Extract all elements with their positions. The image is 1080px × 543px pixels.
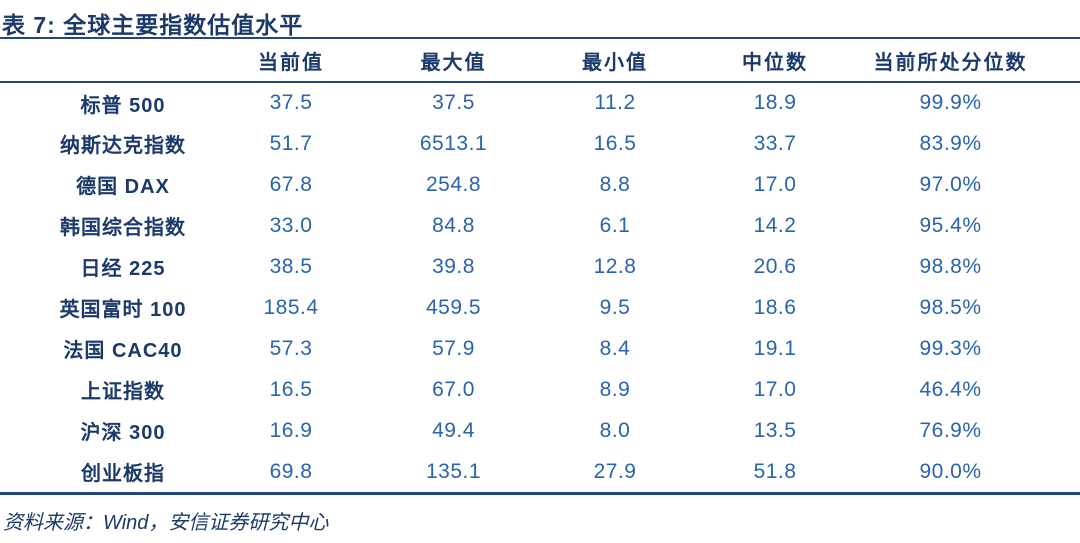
percentile-cell: 95.4% <box>919 213 982 237</box>
table-row: 沪深 300 16.9 49.4 8.0 13.5 76.9% <box>0 410 1080 451</box>
current-cell: 16.9 <box>269 418 313 442</box>
table-row: 韩国综合指数 33.0 84.8 6.1 14.2 95.4% <box>0 205 1080 246</box>
index-name-cell: 上证指数 <box>81 381 165 403</box>
index-name-cell: 韩国综合指数 <box>60 217 186 239</box>
table-title: 表 7: 全球主要指数估值水平 <box>0 0 1080 39</box>
current-cell: 16.5 <box>269 377 313 401</box>
index-name-cell: 纳斯达克指数 <box>60 135 186 157</box>
current-cell: 51.7 <box>269 131 313 155</box>
min-cell: 8.4 <box>599 336 631 360</box>
index-name-cell: 创业板指 <box>81 463 165 485</box>
percentile-cell: 90.0% <box>919 459 982 483</box>
table-row: 标普 500 37.5 37.5 11.2 18.9 99.9% <box>0 82 1080 123</box>
percentile-cell: 99.3% <box>919 336 982 360</box>
header-current: 当前值 <box>210 39 372 83</box>
max-cell: 84.8 <box>432 213 475 237</box>
min-cell: 9.5 <box>599 295 631 319</box>
index-name-cell: 德国 DAX <box>76 176 170 198</box>
current-cell: 69.8 <box>269 459 313 483</box>
max-cell: 39.8 <box>432 254 475 278</box>
table-row: 上证指数 16.5 67.0 8.9 17.0 46.4% <box>0 369 1080 410</box>
median-cell: 19.1 <box>753 336 797 360</box>
index-name-cell: 法国 CAC40 <box>63 340 183 362</box>
table-row: 创业板指 69.8 135.1 27.9 51.8 90.0% <box>0 451 1080 492</box>
min-cell: 11.2 <box>594 91 636 114</box>
max-cell: 49.4 <box>432 418 475 442</box>
header-median: 中位数 <box>695 39 855 83</box>
median-cell: 18.9 <box>753 91 797 114</box>
current-cell: 67.8 <box>269 172 313 196</box>
index-name-cell: 标普 500 <box>80 94 166 117</box>
header-max: 最大值 <box>372 39 535 83</box>
percentile-cell: 83.9% <box>919 131 982 155</box>
current-cell: 37.5 <box>269 91 313 114</box>
min-cell: 27.9 <box>593 459 637 483</box>
max-cell: 6513.1 <box>419 131 488 155</box>
header-row: 当前值 最大值 最小值 中位数 当前所处分位数 <box>0 39 1080 83</box>
min-cell: 8.0 <box>599 418 631 442</box>
median-cell: 33.7 <box>753 131 797 155</box>
max-cell: 254.8 <box>425 172 482 196</box>
median-cell: 17.0 <box>753 377 797 401</box>
percentile-cell: 76.9% <box>919 418 982 442</box>
percentile-cell: 99.9% <box>919 91 982 114</box>
percentile-cell: 98.8% <box>919 254 982 278</box>
current-cell: 33.0 <box>269 213 313 237</box>
table-body: 标普 500 37.5 37.5 11.2 18.9 99.9% 纳斯达克指数 51.7 651… <box>0 82 1080 492</box>
header-index-name <box>0 39 210 83</box>
median-cell: 51.8 <box>753 459 797 483</box>
median-cell: 13.5 <box>753 418 797 442</box>
median-cell: 17.0 <box>753 172 797 196</box>
header-min: 最小值 <box>535 39 695 83</box>
current-cell: 57.3 <box>269 336 313 360</box>
min-cell: 8.9 <box>599 377 631 401</box>
table-header: 当前值 最大值 最小值 中位数 当前所处分位数 <box>0 39 1080 83</box>
percentile-cell: 97.0% <box>919 172 982 196</box>
valuation-table-wrap: 当前值 最大值 最小值 中位数 当前所处分位数 标普 500 37.5 37.5 11… <box>0 39 1080 495</box>
table-row: 德国 DAX 67.8 254.8 8.8 17.0 97.0% <box>0 164 1080 205</box>
min-cell: 16.5 <box>593 131 637 155</box>
index-name-cell: 英国富时 100 <box>59 299 187 321</box>
min-cell: 6.1 <box>599 213 631 237</box>
max-cell: 67.0 <box>432 377 475 401</box>
table-row: 纳斯达克指数 51.7 6513.1 16.5 33.7 83.9% <box>0 123 1080 164</box>
median-cell: 14.2 <box>753 213 797 237</box>
max-cell: 37.5 <box>432 91 475 114</box>
table-row: 法国 CAC40 57.3 57.9 8.4 19.1 99.3% <box>0 328 1080 369</box>
source-note: 资料来源：Wind，安信证券研究中心 <box>3 512 329 534</box>
current-cell: 38.5 <box>269 254 313 278</box>
median-cell: 20.6 <box>753 254 797 278</box>
current-cell: 185.4 <box>263 295 319 319</box>
percentile-cell: 98.5% <box>919 295 982 319</box>
min-cell: 12.8 <box>593 254 637 278</box>
percentile-cell: 46.4% <box>919 377 982 401</box>
valuation-table: 当前值 最大值 最小值 中位数 当前所处分位数 标普 500 37.5 37.5 11… <box>0 39 1080 492</box>
table-row: 日经 225 38.5 39.8 12.8 20.6 98.8% <box>0 246 1080 287</box>
table-row: 英国富时 100 185.4 459.5 9.5 18.6 98.5% <box>0 287 1080 328</box>
header-percentile: 当前所处分位数 <box>855 39 1080 83</box>
max-cell: 57.9 <box>432 336 475 360</box>
min-cell: 8.8 <box>599 172 631 196</box>
max-cell: 135.1 <box>425 459 482 483</box>
index-name-cell: 日经 225 <box>80 258 166 280</box>
max-cell: 459.5 <box>425 295 482 319</box>
median-cell: 18.6 <box>753 295 797 319</box>
index-name-cell: 沪深 300 <box>80 422 166 444</box>
